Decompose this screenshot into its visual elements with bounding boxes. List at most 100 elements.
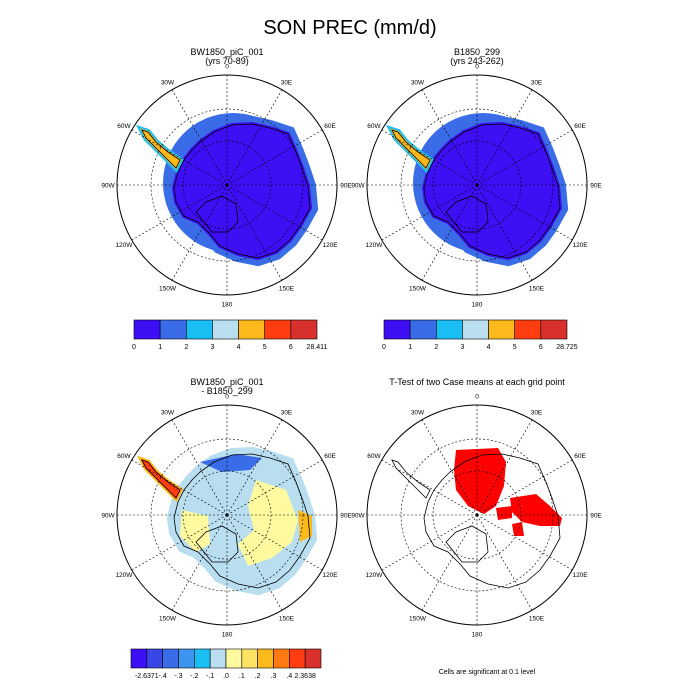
longitude-label: 90E — [340, 513, 352, 520]
colorbar-box — [409, 319, 437, 340]
longitude-label: 90E — [590, 513, 602, 520]
colorbar-box — [383, 319, 411, 340]
colorbar-label: 1 — [158, 344, 162, 351]
colorbar-label: .4 — [286, 673, 292, 680]
colorbar-label: -.2 — [190, 673, 198, 680]
colorbar-label: 5 — [513, 344, 517, 351]
colorbar-box — [146, 648, 163, 669]
longitude-label: 0 — [225, 64, 229, 71]
longitude-label: 150E — [279, 286, 295, 293]
longitude-label: 90E — [340, 183, 352, 190]
longitude-label: 60W — [367, 123, 381, 130]
longitude-label: 120E — [572, 242, 588, 249]
panel-subtitle: - B1850_299 — [201, 386, 253, 396]
longitude-label: 30E — [531, 409, 543, 416]
longitude-label: 30W — [161, 79, 175, 86]
colorbar-box — [238, 319, 266, 340]
longitude-label: 120W — [115, 572, 133, 579]
colorbar-box — [264, 319, 292, 340]
longitude-label: 30E — [281, 409, 293, 416]
colorbar-box — [225, 648, 243, 669]
longitude-label: 120W — [365, 242, 383, 249]
colorbar-box — [212, 319, 239, 340]
longitude-label: 60E — [574, 453, 586, 460]
panel-subtitle: (yrs 243-262) — [450, 56, 504, 66]
colorbar-label: 5 — [263, 344, 267, 351]
map-field — [142, 454, 312, 588]
colorbar-label: 6 — [289, 344, 293, 351]
colorbar-label: -.3 — [174, 673, 182, 680]
meridian-line — [421, 514, 478, 611]
colorbar-label: -.1 — [206, 673, 214, 680]
longitude-label: 30W — [411, 409, 425, 416]
longitude-label: 0 — [475, 394, 479, 401]
longitude-label: 150W — [409, 286, 427, 293]
colorbar-box — [178, 648, 195, 669]
panel-abs-b1850: B1850_299(yrs 243-262)0 30E 60E 90E 120E 150E… — [351, 47, 602, 309]
colorbar-label: 28.411 — [307, 344, 328, 351]
panel-abs-bw1850: BW1850_piC_001(yrs 70-89)0 30E 60E 90E 120E 1… — [101, 47, 352, 309]
colorbar-box — [488, 319, 516, 340]
meridian-line — [476, 514, 533, 611]
longitude-label: 60W — [117, 453, 131, 460]
colorbar-label: .3 — [271, 673, 277, 680]
longitude-label: 60W — [367, 453, 381, 460]
longitude-label: 180 — [472, 302, 483, 309]
colorbar-box — [304, 648, 322, 669]
longitude-label: 30E — [281, 79, 293, 86]
colorbar-label: 2.3638 — [294, 673, 316, 680]
longitude-label: 90E — [590, 183, 602, 190]
colorbar-label: .0 — [223, 673, 229, 680]
colorbar-box — [159, 319, 187, 340]
longitude-label: 120E — [322, 242, 338, 249]
longitude-label: 90W — [351, 513, 365, 520]
longitude-label: 120E — [322, 572, 338, 579]
significance-note: Cells are significant at 0.1 level — [439, 669, 536, 676]
colorbar-label: 4 — [487, 344, 491, 351]
longitude-label: 120E — [572, 572, 588, 579]
colorbar-box — [209, 648, 227, 669]
colorbar-label: 6 — [539, 344, 543, 351]
panel-title: T-Test of two Case means at each grid po… — [389, 377, 565, 387]
longitude-label: 30W — [411, 79, 425, 86]
colorbar-box — [130, 648, 148, 669]
longitude-label: 150E — [529, 286, 545, 293]
longitude-label: 60W — [117, 123, 131, 130]
colorbar-abs-b1850: 0 1 2 3 4 5 6 28.725 — [382, 319, 578, 351]
colorbar-box — [257, 648, 274, 669]
longitude-label: 0 — [475, 64, 479, 71]
longitude-label: 120W — [115, 242, 133, 249]
longitude-label: 90W — [101, 513, 115, 520]
colorbar-label: 28.725 — [556, 344, 578, 351]
panel-ttest: T-Test of two Case means at each grid po… — [351, 377, 602, 639]
colorbar-box — [540, 319, 568, 340]
longitude-label: 120W — [365, 572, 383, 579]
longitude-label: 60E — [324, 123, 336, 130]
colorbar-box — [289, 648, 306, 669]
colorbar-box — [162, 648, 179, 669]
colorbar-box — [290, 319, 318, 340]
longitude-label: 0 — [225, 394, 229, 401]
colorbar-label: -2.6371 — [135, 673, 159, 680]
colorbar-label: 2 — [184, 344, 188, 351]
longitude-label: 30W — [161, 409, 175, 416]
figure-title: SON PREC (mm/d) — [263, 17, 436, 39]
colorbar-box — [185, 319, 213, 340]
colorbar-box — [514, 319, 542, 340]
longitude-label: 150E — [529, 616, 545, 623]
colorbar-label: -.4 — [159, 673, 167, 680]
longitude-label: 150W — [159, 616, 177, 623]
longitude-label: 60E — [324, 453, 336, 460]
colorbar-label: 0 — [132, 344, 136, 351]
colorbar-box — [273, 648, 290, 669]
colorbar-box — [241, 648, 258, 669]
colorbar-label: 3 — [460, 344, 464, 351]
colorbar-label: 0 — [382, 344, 386, 351]
longitude-label: 150W — [159, 286, 177, 293]
colorbar-label: 4 — [237, 344, 241, 351]
panel-title: BW1850_piC_001 — [190, 47, 263, 57]
colorbar-label: 3 — [210, 344, 214, 351]
longitude-label: 180 — [222, 632, 233, 639]
